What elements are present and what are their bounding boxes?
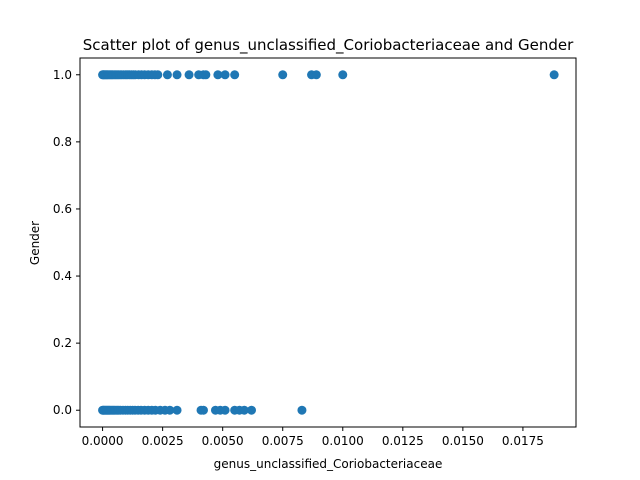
x-tick-label: 0.0000: [82, 434, 124, 448]
data-point: [338, 70, 348, 80]
data-point: [184, 70, 194, 80]
data-point: [213, 70, 223, 80]
data-point: [172, 405, 182, 415]
x-tick-label: 0.0025: [142, 434, 184, 448]
y-tick-label: 1.0: [53, 68, 72, 82]
data-point: [162, 70, 172, 80]
x-tick-label: 0.0150: [442, 434, 484, 448]
y-tick-label: 0.4: [53, 269, 72, 283]
x-axis: 0.0000 0.0025 0.0050 0.0075 0.0100 0.0125 0.01…: [82, 427, 544, 448]
x-tick-label: 0.0125: [382, 434, 424, 448]
data-point: [311, 70, 321, 80]
y-tick-label: 0.2: [53, 336, 72, 350]
x-tick-label: 0.0100: [322, 434, 364, 448]
data-point: [247, 405, 256, 415]
x-tick-label: 0.0075: [262, 434, 304, 448]
data-point: [198, 405, 208, 415]
y-tick-label: 0.6: [53, 202, 72, 216]
y-axis: 0.0 0.2 0.4 0.6 0.8 1.0: [53, 68, 80, 417]
data-point: [230, 70, 240, 80]
y-tick-label: 0.8: [53, 135, 72, 149]
data-point: [220, 70, 230, 80]
data-point: [278, 70, 288, 80]
chart-title: Scatter plot of genus_unclassified_Corio…: [83, 36, 574, 55]
y-tick-label: 0.0: [53, 403, 72, 417]
data-point: [549, 70, 559, 80]
plot-frame: [79, 57, 577, 428]
x-axis-label: genus_unclassified_Coriobacteriaceae: [214, 457, 443, 471]
data-point: [297, 405, 307, 415]
data-point: [165, 405, 175, 415]
points-layer: [98, 70, 559, 415]
data-point: [220, 405, 230, 415]
x-tick-label: 0.0050: [202, 434, 244, 448]
data-point: [239, 405, 249, 415]
x-tick-label: 0.0175: [502, 434, 544, 448]
data-point: [201, 70, 211, 80]
y-axis-label: Gender: [28, 221, 42, 265]
data-point: [172, 70, 182, 80]
data-point: [153, 70, 163, 80]
